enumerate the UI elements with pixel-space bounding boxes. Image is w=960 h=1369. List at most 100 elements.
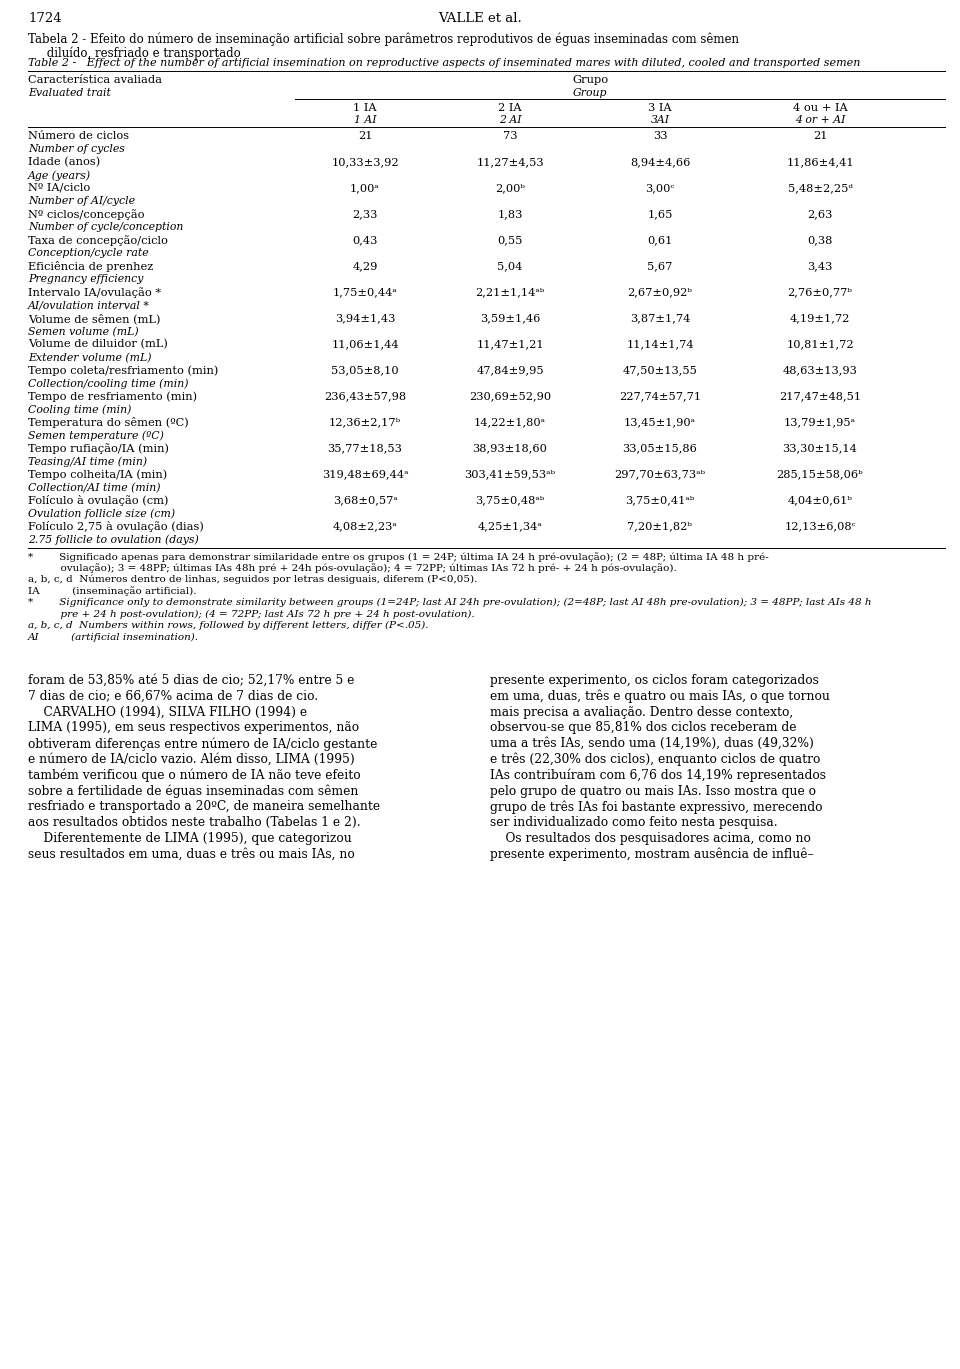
- Text: Taxa de concepção/ciclo: Taxa de concepção/ciclo: [28, 235, 168, 246]
- Text: Diferentemente de LIMA (1995), que categorizou: Diferentemente de LIMA (1995), que categ…: [28, 832, 351, 845]
- Text: 21: 21: [813, 131, 828, 141]
- Text: 3,59±1,46: 3,59±1,46: [480, 314, 540, 323]
- Text: 3,87±1,74: 3,87±1,74: [630, 314, 690, 323]
- Text: 1 IA: 1 IA: [353, 103, 377, 114]
- Text: Number of AI/cycle: Number of AI/cycle: [28, 197, 135, 207]
- Text: Nº ciclos/concepção: Nº ciclos/concepção: [28, 209, 145, 220]
- Text: Semen volume (mL): Semen volume (mL): [28, 326, 138, 337]
- Text: 11,06±1,44: 11,06±1,44: [331, 340, 398, 349]
- Text: Intervalo IA/ovulação *: Intervalo IA/ovulação *: [28, 287, 161, 298]
- Text: 33: 33: [653, 131, 667, 141]
- Text: Collection/AI time (min): Collection/AI time (min): [28, 482, 160, 493]
- Text: 12,36±2,17ᵇ: 12,36±2,17ᵇ: [329, 418, 401, 427]
- Text: a, b, c, d  Números dentro de linhas, seguidos por letras desiguais, diferem (P<: a, b, c, d Números dentro de linhas, seg…: [28, 575, 477, 585]
- Text: 1,75±0,44ᵃ: 1,75±0,44ᵃ: [332, 287, 397, 297]
- Text: Volume de diluidor (mL): Volume de diluidor (mL): [28, 340, 168, 349]
- Text: 4,29: 4,29: [352, 261, 377, 271]
- Text: sobre a fertilidade de éguas inseminadas com sêmen: sobre a fertilidade de éguas inseminadas…: [28, 784, 358, 798]
- Text: 3,94±1,43: 3,94±1,43: [335, 314, 396, 323]
- Text: diluído, resfriado e transportado: diluído, resfriado e transportado: [28, 47, 241, 59]
- Text: aos resultados obtidos neste trabalho (Tabelas 1 e 2).: aos resultados obtidos neste trabalho (T…: [28, 816, 361, 830]
- Text: Cooling time (min): Cooling time (min): [28, 404, 132, 415]
- Text: 2 IA: 2 IA: [498, 103, 522, 114]
- Text: Collection/cooling time (min): Collection/cooling time (min): [28, 378, 188, 389]
- Text: Idade (anos): Idade (anos): [28, 157, 100, 167]
- Text: 4,08±2,23ᵃ: 4,08±2,23ᵃ: [332, 522, 397, 531]
- Text: 1,83: 1,83: [497, 209, 522, 219]
- Text: Evaluated trait: Evaluated trait: [28, 88, 110, 99]
- Text: 2,21±1,14ᵃᵇ: 2,21±1,14ᵃᵇ: [475, 287, 544, 297]
- Text: 4,19±1,72: 4,19±1,72: [790, 314, 851, 323]
- Text: Ovulation follicle size (cm): Ovulation follicle size (cm): [28, 508, 175, 519]
- Text: Tempo rufiação/IA (min): Tempo rufiação/IA (min): [28, 444, 169, 455]
- Text: VALLE et al.: VALLE et al.: [438, 12, 522, 25]
- Text: e três (22,30% dos ciclos), enquanto ciclos de quatro: e três (22,30% dos ciclos), enquanto cic…: [490, 753, 821, 767]
- Text: 3,75±0,41ᵃᵇ: 3,75±0,41ᵃᵇ: [625, 496, 695, 505]
- Text: 53,05±8,10: 53,05±8,10: [331, 366, 398, 375]
- Text: IA          (inseminação artificial).: IA (inseminação artificial).: [28, 586, 197, 597]
- Text: 4 or + AI: 4 or + AI: [795, 115, 845, 125]
- Text: seus resultados em uma, duas e três ou mais IAs, no: seus resultados em uma, duas e três ou m…: [28, 847, 355, 861]
- Text: Característica avaliada: Característica avaliada: [28, 75, 162, 85]
- Text: 33,05±15,86: 33,05±15,86: [623, 444, 697, 453]
- Text: 7 dias de cio; e 66,67% acima de 7 dias de cio.: 7 dias de cio; e 66,67% acima de 7 dias …: [28, 690, 318, 702]
- Text: uma a três IAs, sendo uma (14,19%), duas (49,32%): uma a três IAs, sendo uma (14,19%), duas…: [490, 737, 814, 750]
- Text: Extender volume (mL): Extender volume (mL): [28, 352, 152, 363]
- Text: 3,75±0,48ᵃᵇ: 3,75±0,48ᵃᵇ: [475, 496, 544, 505]
- Text: Number of cycles: Number of cycles: [28, 145, 125, 155]
- Text: 303,41±59,53ᵃᵇ: 303,41±59,53ᵃᵇ: [465, 470, 556, 479]
- Text: Teasing/AI time (min): Teasing/AI time (min): [28, 456, 147, 467]
- Text: 230,69±52,90: 230,69±52,90: [468, 392, 551, 401]
- Text: Folículo à ovulação (cm): Folículo à ovulação (cm): [28, 496, 169, 507]
- Text: Temperatura do sêmen (ºC): Temperatura do sêmen (ºC): [28, 418, 189, 428]
- Text: 47,50±13,55: 47,50±13,55: [623, 366, 697, 375]
- Text: CARVALHO (1994), SILVA FILHO (1994) e: CARVALHO (1994), SILVA FILHO (1994) e: [28, 705, 307, 719]
- Text: 0,43: 0,43: [352, 235, 377, 245]
- Text: 5,04: 5,04: [497, 261, 522, 271]
- Text: Group: Group: [573, 88, 608, 99]
- Text: obtiveram diferenças entre número de IA/ciclo gestante: obtiveram diferenças entre número de IA/…: [28, 737, 377, 750]
- Text: Table 2 -   Effect of the number of artificial insemination on reproductive aspe: Table 2 - Effect of the number of artifi…: [28, 57, 860, 68]
- Text: e número de IA/ciclo vazio. Além disso, LIMA (1995): e número de IA/ciclo vazio. Além disso, …: [28, 753, 355, 767]
- Text: Grupo: Grupo: [572, 75, 608, 85]
- Text: 2,76±0,77ᵇ: 2,76±0,77ᵇ: [787, 287, 852, 297]
- Text: 3AI: 3AI: [651, 115, 669, 125]
- Text: 297,70±63,73ᵃᵇ: 297,70±63,73ᵃᵇ: [614, 470, 706, 479]
- Text: em uma, duas, três e quatro ou mais IAs, o que tornou: em uma, duas, três e quatro ou mais IAs,…: [490, 690, 829, 704]
- Text: LIMA (1995), em seus respectivos experimentos, não: LIMA (1995), em seus respectivos experim…: [28, 721, 359, 734]
- Text: 285,15±58,06ᵇ: 285,15±58,06ᵇ: [777, 470, 863, 479]
- Text: 4,04±0,61ᵇ: 4,04±0,61ᵇ: [787, 496, 852, 505]
- Text: foram de 53,85% até 5 dias de cio; 52,17% entre 5 e: foram de 53,85% até 5 dias de cio; 52,17…: [28, 674, 354, 687]
- Text: 0,55: 0,55: [497, 235, 522, 245]
- Text: 47,84±9,95: 47,84±9,95: [476, 366, 543, 375]
- Text: AI          (artificial insemination).: AI (artificial insemination).: [28, 632, 199, 642]
- Text: 1 AI: 1 AI: [353, 115, 376, 125]
- Text: Nº IA/ciclo: Nº IA/ciclo: [28, 183, 90, 193]
- Text: 10,33±3,92: 10,33±3,92: [331, 157, 398, 167]
- Text: Tempo coleta/resfriamento (min): Tempo coleta/resfriamento (min): [28, 366, 218, 375]
- Text: 236,43±57,98: 236,43±57,98: [324, 392, 406, 401]
- Text: 7,20±1,82ᵇ: 7,20±1,82ᵇ: [628, 522, 692, 531]
- Text: 14,22±1,80ᵃ: 14,22±1,80ᵃ: [474, 418, 546, 427]
- Text: 3,00ᶜ: 3,00ᶜ: [645, 183, 675, 193]
- Text: 2.75 follicle to ovulation (days): 2.75 follicle to ovulation (days): [28, 534, 199, 545]
- Text: Pregnancy efficiency: Pregnancy efficiency: [28, 275, 143, 285]
- Text: 2,63: 2,63: [807, 209, 832, 219]
- Text: observou-se que 85,81% dos ciclos receberam de: observou-se que 85,81% dos ciclos recebe…: [490, 721, 797, 734]
- Text: também verificou que o número de IA não teve efeito: também verificou que o número de IA não …: [28, 769, 361, 782]
- Text: 21: 21: [358, 131, 372, 141]
- Text: 5,67: 5,67: [647, 261, 673, 271]
- Text: 11,47±1,21: 11,47±1,21: [476, 340, 543, 349]
- Text: a, b, c, d  Numbers within rows, followed by different letters, differ (P<.05).: a, b, c, d Numbers within rows, followed…: [28, 622, 428, 630]
- Text: 227,74±57,71: 227,74±57,71: [619, 392, 701, 401]
- Text: 2 AI: 2 AI: [499, 115, 521, 125]
- Text: 5,48±2,25ᵈ: 5,48±2,25ᵈ: [787, 183, 852, 193]
- Text: 2,33: 2,33: [352, 209, 377, 219]
- Text: pre + 24 h post-ovulation); (4 = 72PP; last AIs 72 h pre + 24 h post-ovulation).: pre + 24 h post-ovulation); (4 = 72PP; l…: [28, 609, 474, 619]
- Text: 48,63±13,93: 48,63±13,93: [782, 366, 857, 375]
- Text: 3 IA: 3 IA: [648, 103, 672, 114]
- Text: Tempo colheita/IA (min): Tempo colheita/IA (min): [28, 470, 167, 479]
- Text: resfriado e transportado a 20ºC, de maneira semelhante: resfriado e transportado a 20ºC, de mane…: [28, 801, 380, 813]
- Text: 217,47±48,51: 217,47±48,51: [779, 392, 861, 401]
- Text: Semen temperature (ºC): Semen temperature (ºC): [28, 430, 164, 441]
